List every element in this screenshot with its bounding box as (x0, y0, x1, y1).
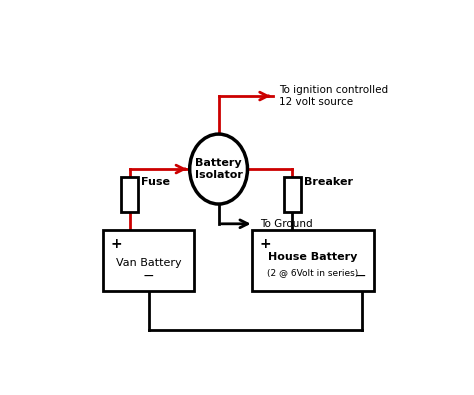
Bar (121, 177, 138, 212)
Text: +: + (110, 237, 122, 252)
Ellipse shape (190, 134, 247, 204)
Text: Breaker: Breaker (304, 177, 353, 187)
Bar (103, 230, 194, 291)
Text: −: − (143, 269, 155, 283)
Bar (284, 177, 301, 212)
Text: +: + (260, 237, 271, 252)
Text: Van Battery: Van Battery (116, 258, 182, 268)
Text: House Battery: House Battery (268, 252, 357, 262)
Text: Battery
Isolator: Battery Isolator (195, 158, 243, 180)
Text: To Ground: To Ground (260, 219, 312, 229)
Bar (252, 230, 374, 291)
Text: −: − (355, 269, 366, 283)
Text: To ignition controlled
12 volt source: To ignition controlled 12 volt source (279, 85, 389, 107)
Text: (2 @ 6Volt in series): (2 @ 6Volt in series) (267, 268, 358, 277)
Text: Fuse: Fuse (141, 177, 170, 187)
